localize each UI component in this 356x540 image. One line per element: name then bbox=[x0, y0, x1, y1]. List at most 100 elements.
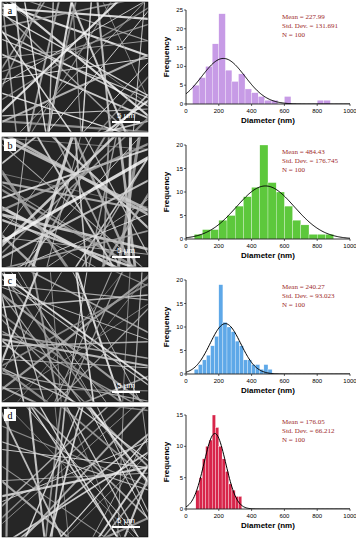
x-tick-label: 200 bbox=[214, 378, 225, 384]
x-tick-label: 400 bbox=[247, 378, 258, 384]
x-tick bbox=[251, 374, 252, 376]
y-tick bbox=[184, 28, 186, 29]
x-tick bbox=[350, 509, 351, 511]
scale-bar-label: 5 µm bbox=[117, 246, 135, 255]
fiber bbox=[2, 2, 66, 132]
micrograph bbox=[2, 2, 148, 132]
hist-bar bbox=[198, 365, 202, 374]
stat-label: Mean = 484.43 bbox=[282, 148, 325, 156]
hist-bar bbox=[231, 332, 235, 374]
hist-bar bbox=[276, 192, 284, 239]
hist-bar bbox=[215, 336, 219, 374]
x-tick-label: 0 bbox=[184, 513, 188, 519]
y-tick bbox=[184, 85, 186, 86]
fiber bbox=[2, 272, 148, 402]
hist-bar bbox=[301, 225, 309, 239]
fiber bbox=[2, 156, 148, 267]
hist-bar bbox=[194, 369, 198, 374]
x-tick-label: 800 bbox=[312, 243, 323, 249]
y-tick-label: 5 bbox=[180, 213, 184, 219]
stat-label: Std. Dev. = 93.023 bbox=[282, 292, 335, 300]
fiber bbox=[2, 407, 148, 537]
hist-bar bbox=[238, 74, 245, 104]
x-tick-label: 1000 bbox=[343, 513, 356, 519]
x-axis bbox=[186, 374, 350, 375]
x-tick bbox=[317, 374, 318, 376]
y-tick-label: 25 bbox=[176, 7, 183, 13]
fiber bbox=[27, 2, 122, 132]
x-tick bbox=[218, 509, 219, 511]
micrograph bbox=[2, 272, 148, 402]
fiber bbox=[2, 407, 148, 537]
scale-bar-label: 5 µm bbox=[117, 111, 135, 120]
x-tick-label: 1000 bbox=[343, 243, 356, 249]
hist-bar bbox=[265, 100, 272, 104]
scale-bar-label: 5 µm bbox=[117, 516, 135, 525]
y-tick bbox=[184, 10, 186, 11]
fiber bbox=[2, 272, 148, 402]
x-tick-label: 400 bbox=[247, 243, 258, 249]
panel-label: c bbox=[8, 275, 13, 286]
hist-bar bbox=[252, 187, 260, 239]
stat-label: Mean = 240.27 bbox=[282, 283, 325, 291]
y-tick bbox=[184, 145, 186, 146]
plot-marks bbox=[186, 285, 350, 374]
x-tick bbox=[317, 509, 318, 511]
y-tick bbox=[184, 374, 186, 375]
fiber bbox=[3, 137, 113, 267]
x-tick-label: 1000 bbox=[343, 378, 356, 384]
fiber bbox=[2, 407, 148, 537]
micrograph bbox=[2, 137, 148, 267]
fiber bbox=[2, 419, 148, 537]
y-tick bbox=[184, 446, 186, 447]
fiber bbox=[2, 199, 148, 267]
x-tick-label: 800 bbox=[312, 108, 323, 114]
x-tick-label: 600 bbox=[279, 243, 290, 249]
fiber bbox=[2, 407, 148, 537]
x-tick-label: 1000 bbox=[343, 108, 356, 114]
fiber bbox=[2, 214, 148, 265]
micrograph-frame bbox=[2, 407, 148, 537]
hist-bar bbox=[235, 206, 243, 239]
hist-bar bbox=[239, 346, 243, 374]
x-tick bbox=[218, 104, 219, 106]
x-tick bbox=[251, 104, 252, 106]
y-tick bbox=[184, 104, 186, 105]
fiber bbox=[2, 168, 148, 251]
plot-marks bbox=[186, 14, 350, 104]
x-axis bbox=[186, 239, 350, 240]
hist-bar bbox=[317, 100, 324, 104]
fiber bbox=[2, 272, 148, 402]
y-tick-label: 0 bbox=[180, 371, 184, 377]
x-tick bbox=[251, 239, 252, 241]
stat-label: Std. Dev. = 176.745 bbox=[282, 157, 338, 165]
fiber bbox=[2, 467, 148, 490]
normal-curve bbox=[186, 324, 350, 374]
hist-bar bbox=[293, 220, 301, 239]
y-tick bbox=[184, 303, 186, 304]
y-tick bbox=[184, 239, 186, 240]
y-tick bbox=[184, 280, 186, 281]
panel-label: d bbox=[8, 410, 13, 421]
y-axis bbox=[186, 415, 187, 509]
scale-bar bbox=[112, 526, 140, 528]
hist-bar bbox=[219, 446, 222, 509]
x-tick bbox=[317, 104, 318, 106]
fiber bbox=[3, 407, 148, 537]
panel-label-box bbox=[4, 409, 16, 421]
y-tick-label: 20 bbox=[176, 142, 183, 148]
stat-label: Mean = 176.05 bbox=[282, 418, 325, 426]
fiber bbox=[2, 407, 148, 537]
fiber bbox=[2, 272, 148, 402]
micrograph-frame bbox=[2, 272, 148, 402]
fiber bbox=[2, 407, 148, 537]
x-tick-label: 800 bbox=[312, 378, 323, 384]
fiber bbox=[2, 272, 112, 402]
stat-label: N = 100 bbox=[282, 301, 306, 309]
y-tick-label: 10 bbox=[176, 189, 183, 195]
x-tick-label: 600 bbox=[279, 513, 290, 519]
scale-bar bbox=[112, 256, 140, 258]
hist-bar bbox=[309, 234, 317, 239]
normal-curve bbox=[186, 433, 350, 509]
y-tick-label: 5 bbox=[180, 475, 184, 481]
